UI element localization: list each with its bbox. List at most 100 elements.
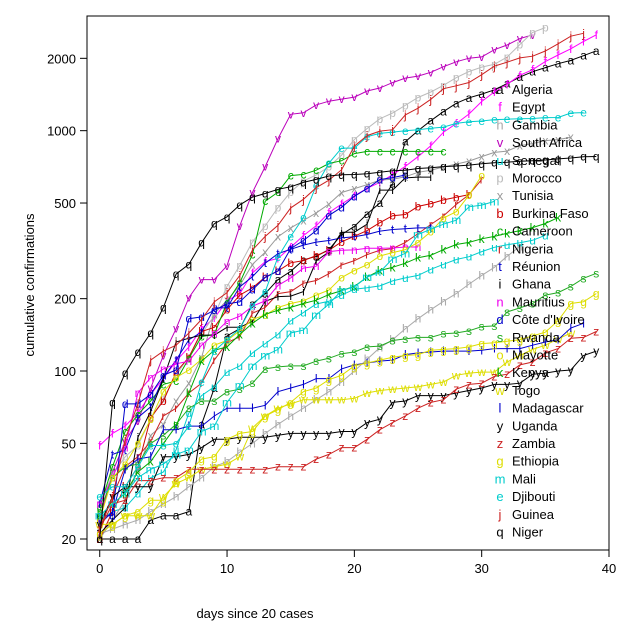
data-point: y: [300, 426, 306, 440]
x-tick-label: 30: [474, 561, 488, 576]
data-point: o: [198, 352, 205, 366]
legend-symbol: f: [498, 100, 502, 115]
data-point: e: [135, 460, 142, 474]
data-point: k: [186, 386, 193, 400]
data-point: r: [429, 218, 433, 232]
data-point: n: [287, 271, 294, 285]
series-line: [99, 322, 584, 525]
data-point: f: [225, 294, 229, 308]
data-point: c: [339, 154, 345, 168]
legend-label: Zambia: [512, 436, 556, 451]
data-point: x: [250, 257, 256, 271]
data-point: k: [542, 216, 549, 230]
data-point: h: [147, 505, 154, 519]
data-point: x: [453, 157, 459, 171]
data-point: y: [479, 381, 485, 395]
data-point: q: [262, 186, 269, 200]
data-point: i: [149, 404, 152, 418]
data-point: b: [300, 254, 307, 268]
data-point: g: [427, 343, 434, 357]
data-point: t: [124, 443, 128, 457]
data-point: y: [542, 366, 548, 380]
data-point: r: [365, 248, 369, 262]
data-point: s: [364, 340, 370, 354]
data-point: j: [428, 92, 432, 106]
data-point: i: [200, 328, 203, 342]
data-point: t: [429, 221, 433, 235]
legend-symbol: m: [495, 471, 506, 486]
data-point: q: [338, 168, 345, 182]
data-point: b: [376, 216, 383, 230]
data-point: u: [542, 228, 549, 242]
data-point: a: [122, 532, 129, 546]
data-point: j: [161, 344, 165, 358]
data-point: l: [557, 333, 560, 347]
data-point: h: [351, 364, 358, 378]
data-point: g: [224, 432, 231, 446]
data-point: f: [314, 219, 318, 233]
data-point: e: [529, 111, 536, 125]
data-point: x: [555, 133, 561, 147]
data-point: s: [237, 382, 243, 396]
data-point: g: [415, 348, 422, 362]
data-point: o: [415, 235, 422, 249]
data-point: v: [440, 60, 446, 74]
data-point: e: [338, 141, 345, 155]
data-point: f: [289, 240, 293, 254]
data-point: c: [97, 501, 103, 515]
legend-symbol: u: [496, 153, 503, 168]
data-point: h: [160, 497, 167, 511]
data-point: e: [326, 156, 333, 170]
data-point: n: [313, 259, 320, 273]
data-point: d: [147, 387, 154, 401]
data-point: m: [375, 265, 385, 279]
data-point: z: [262, 462, 268, 476]
data-point: a: [542, 61, 549, 75]
data-point: q: [555, 152, 562, 166]
data-point: h: [262, 426, 269, 440]
data-point: y: [568, 363, 574, 377]
data-point: h: [466, 277, 473, 291]
data-point: c: [250, 247, 256, 261]
data-point: w: [451, 368, 461, 382]
data-point: d: [236, 295, 243, 309]
data-point: e: [173, 436, 180, 450]
data-point: l: [404, 348, 407, 362]
data-point: h: [389, 333, 396, 347]
data-point: h: [300, 401, 307, 415]
data-point: l: [251, 401, 254, 415]
data-point: r: [327, 267, 331, 281]
legend-label: Burkina Faso: [512, 206, 589, 221]
data-point: b: [364, 224, 371, 238]
data-point: o: [224, 333, 231, 347]
data-point: w: [94, 517, 104, 531]
data-point: r: [161, 409, 165, 423]
data-point: f: [442, 125, 446, 139]
data-point: g: [389, 350, 396, 364]
data-point: q: [517, 154, 524, 168]
data-point: w: [145, 509, 155, 523]
data-point: k: [504, 226, 511, 240]
data-point: q: [440, 160, 447, 174]
data-point: x: [275, 230, 281, 244]
data-point: c: [109, 460, 115, 474]
data-point: c: [390, 144, 396, 158]
data-point: u: [351, 282, 358, 296]
data-point: j: [365, 129, 369, 143]
data-point: d: [351, 189, 358, 203]
data-point: t: [238, 280, 242, 294]
legend-label: Côte d'Ivoire: [512, 312, 585, 327]
data-point: z: [288, 460, 294, 474]
data-point: z: [135, 474, 141, 488]
data-point: x: [390, 172, 396, 186]
data-point: x: [135, 462, 141, 476]
data-point: f: [416, 150, 420, 164]
legend-symbol: c: [497, 224, 504, 239]
data-point: s: [313, 354, 319, 368]
data-point: o: [275, 300, 282, 314]
data-point: g: [211, 450, 218, 464]
data-point: f: [174, 354, 178, 368]
data-point: e: [236, 322, 243, 336]
